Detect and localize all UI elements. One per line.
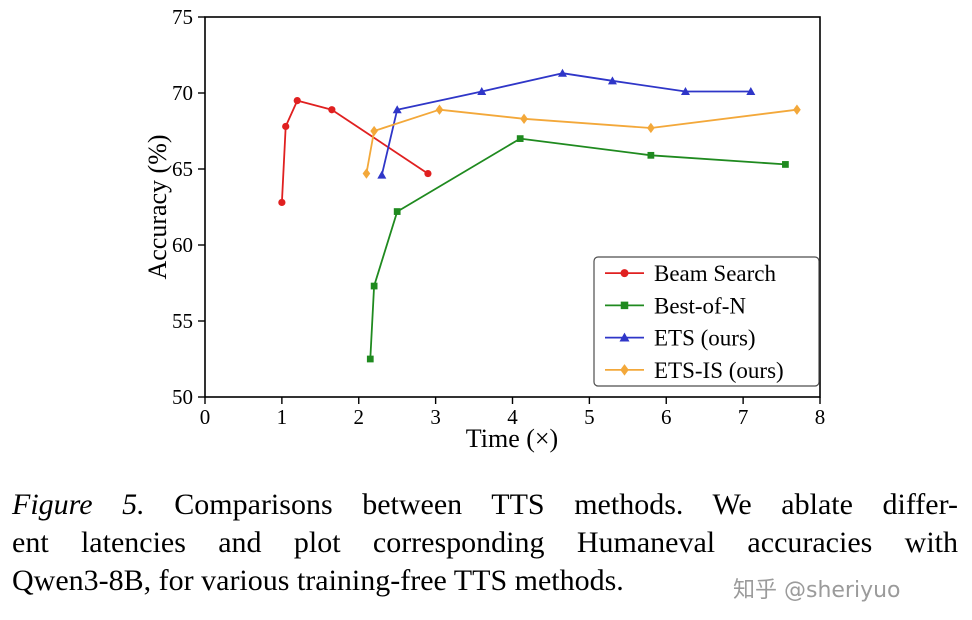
legend-label: ETS-IS (ours)	[654, 358, 784, 383]
y-tick-label: 50	[172, 385, 193, 409]
legend-entry-ets-ours: ETS (ours)	[605, 326, 756, 351]
marker-circle	[293, 97, 301, 105]
caption-line-1: Figure 5. Comparisons between TTS method…	[12, 486, 958, 524]
x-tick-label: 1	[277, 405, 288, 429]
marker-circle	[328, 106, 336, 114]
x-tick-label: 6	[661, 405, 672, 429]
caption-line-1-text: Comparisons between TTS methods. We abla…	[174, 488, 958, 521]
marker-diamond	[620, 364, 629, 376]
marker-triangle	[392, 105, 402, 114]
marker-square	[782, 161, 789, 168]
marker-diamond	[793, 104, 801, 115]
marker-triangle	[607, 76, 617, 85]
x-tick-label: 8	[815, 405, 826, 429]
figure-caption: Figure 5. Comparisons between TTS method…	[12, 486, 958, 600]
x-tick-label: 3	[430, 405, 441, 429]
x-tick-label: 5	[584, 405, 595, 429]
marker-diamond	[370, 125, 378, 137]
legend-entry-beam-search: Beam Search	[605, 261, 776, 286]
y-axis-ticks: 50 55 60 65 70 75	[172, 5, 205, 409]
y-tick-label: 55	[172, 309, 193, 333]
series-line	[281, 99, 429, 203]
x-axis-label: Time (×)	[465, 424, 559, 453]
marker-circle	[424, 169, 432, 178]
marker-square	[366, 355, 374, 363]
marker-square	[370, 282, 378, 290]
marker-diamond	[435, 104, 444, 115]
legend-entry-ets-is-ours: ETS-IS (ours)	[605, 358, 784, 383]
series-line	[365, 108, 798, 174]
marker-triangle	[377, 170, 387, 179]
y-tick-label: 60	[172, 233, 193, 257]
caption-figure-number: Figure 5.	[12, 488, 145, 521]
marker-square	[647, 151, 655, 159]
legend-entry-best-of-n: Best-of-N	[605, 293, 746, 318]
x-tick-label: 4	[507, 405, 518, 429]
watermark-text: 知乎 @sheriyuo	[733, 578, 901, 603]
legend-box	[593, 256, 820, 387]
marker-triangle	[680, 86, 690, 95]
marker-triangle	[477, 86, 487, 95]
line-chart-svg: 0 1 2 3 4 5 6 7 8 50 55 60 65 70 75 Beam Search Best-of-…	[172, 5, 826, 429]
marker-square	[620, 301, 629, 310]
series-line	[369, 137, 786, 360]
y-tick-label: 65	[172, 157, 193, 181]
x-tick-label: 0	[200, 405, 211, 429]
series-ets-is-ours	[362, 104, 801, 179]
marker-diamond	[362, 168, 371, 179]
marker-circle	[620, 269, 629, 278]
caption-line-3: Qwen3-8B, for various training-free TTS …	[12, 564, 624, 597]
x-tick-label: 7	[738, 405, 749, 429]
legend-label: Beam Search	[654, 261, 776, 286]
series-best-of-n	[366, 135, 789, 363]
marker-diamond	[520, 113, 528, 125]
x-axis-ticks: 0 1 2 3 4 5 6 7 8	[200, 397, 826, 429]
legend-label: Best-of-N	[654, 293, 746, 318]
series-line	[380, 72, 751, 176]
y-axis-label: Accuracy (%)	[143, 134, 172, 280]
marker-circle	[278, 198, 286, 207]
chart-area: 0 1 2 3 4 5 6 7 8 50 55 60 65 70 75 Beam Search Best-of-…	[143, 5, 826, 453]
marker-triangle	[746, 86, 756, 95]
x-tick-label: 2	[354, 405, 365, 429]
marker-circle	[282, 122, 290, 131]
marker-square	[516, 135, 524, 142]
marker-square	[393, 208, 401, 215]
y-tick-label: 70	[172, 81, 193, 105]
marker-diamond	[647, 122, 655, 134]
legend-label: ETS (ours)	[654, 326, 756, 351]
legend: Beam Search Best-of-N ETS (ours) ETS-IS (ou…	[593, 256, 820, 387]
marker-triangle	[557, 68, 567, 77]
marker-triangle	[619, 332, 630, 342]
series-ets-ours	[377, 68, 756, 179]
caption-line-2: ent latencies and plot corresponding Hum…	[12, 526, 958, 559]
y-tick-label: 75	[172, 5, 193, 29]
series-beam-search	[278, 97, 432, 207]
